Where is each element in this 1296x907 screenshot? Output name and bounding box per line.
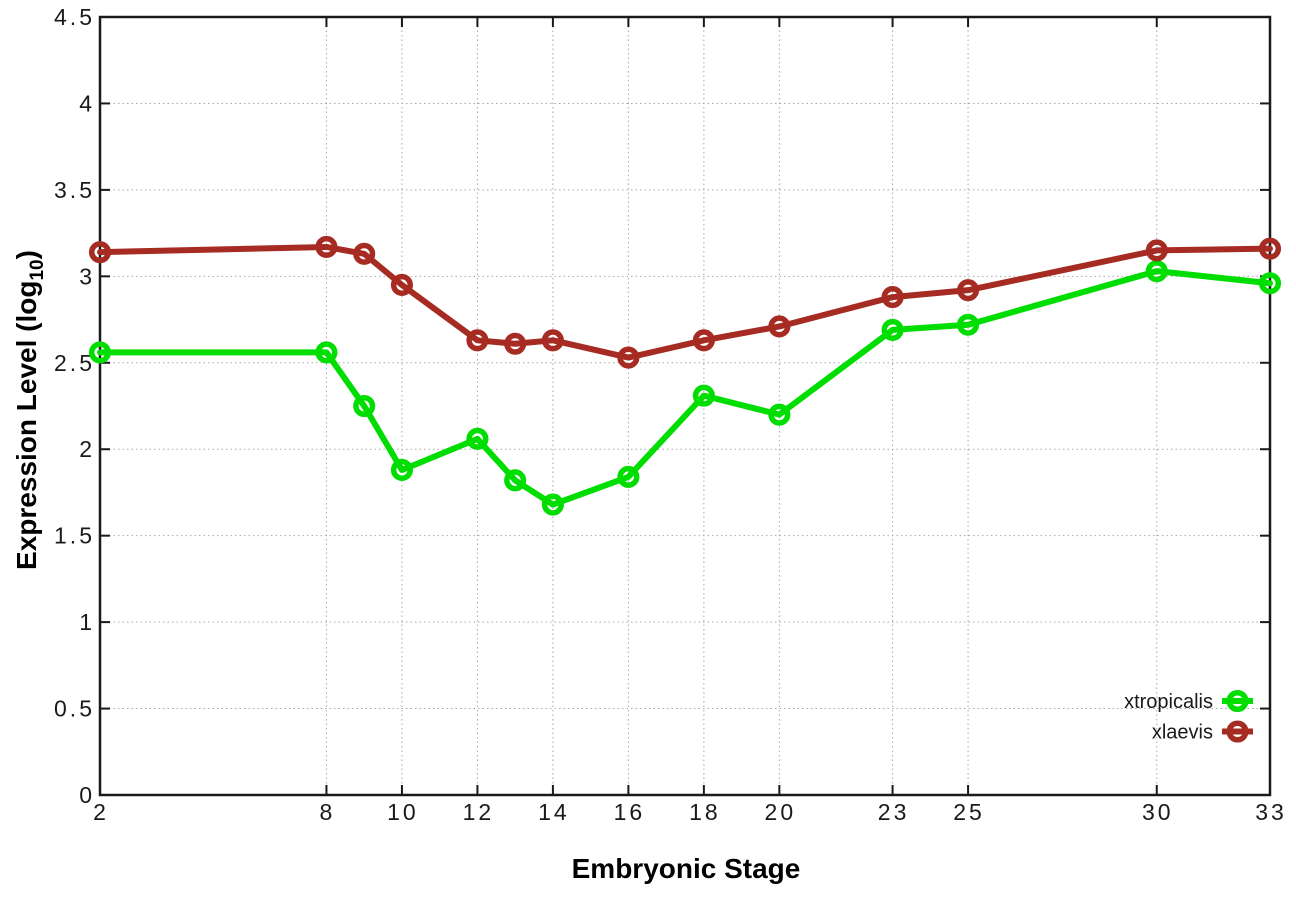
xlaevis-data-point (504, 332, 527, 355)
x-tick-label: 8 (320, 799, 336, 825)
x-tick-label: 33 (1255, 799, 1287, 825)
xtropicalis-data-point (881, 318, 904, 341)
xlaevis-data-point (1258, 237, 1282, 260)
xtropicalis-data-point (617, 465, 640, 488)
legend: xtropicalis xlaevis (1124, 689, 1253, 744)
plot-border (98, 15, 1272, 797)
x-axis-title: Embryonic Stage (572, 853, 801, 884)
xlaevis-data-point (466, 329, 489, 352)
x-tick-label: 2 (93, 799, 109, 825)
y-tick-label: 3 (79, 263, 95, 289)
y-tick-label: 2.5 (54, 350, 95, 376)
x-tick-label: 23 (878, 799, 910, 825)
legend-sample-marker-xlaevis (1226, 720, 1249, 743)
xlaevis-data-point (541, 329, 564, 352)
xlaevis-data-point (88, 241, 112, 264)
xtropicalis-data-point (390, 458, 413, 482)
xlaevis-data-point (768, 315, 791, 338)
y-axis-title: Expression Level (log10) (11, 250, 48, 570)
x-tick-label: 25 (953, 799, 985, 825)
x-tick-label: 12 (463, 799, 495, 825)
y-tick-label: 0.5 (54, 696, 95, 722)
xtropicalis-data-point (353, 394, 376, 418)
x-tick-labels: 2 8 10 12 14 16 18 20 23 25 30 33 (93, 799, 1287, 825)
legend-label-xtropicalis: xtropicalis (1124, 691, 1213, 713)
y-tick-label: 2 (79, 436, 95, 462)
xtropicalis-data-point (504, 469, 527, 492)
y-tick-label: 4.5 (54, 4, 95, 30)
xlaevis-data-point (692, 329, 715, 352)
x-tick-label: 18 (689, 799, 721, 825)
axis-ticks (99, 16, 1271, 796)
xlaevis-data-point (1145, 239, 1168, 262)
x-tick-label: 10 (387, 799, 419, 825)
xtropicalis-data-point (466, 427, 489, 450)
xtropicalis-data-point (957, 313, 980, 336)
gridlines (100, 17, 1270, 795)
xlaevis-data-point (881, 286, 904, 309)
y-tick-label: 3.5 (54, 177, 95, 203)
xtropicalis-data-point (315, 341, 338, 364)
x-tick-label: 14 (538, 799, 570, 825)
series-xtropicalis (88, 260, 1282, 516)
y-tick-label: 1.5 (54, 523, 95, 549)
xtropicalis-data-point (768, 403, 791, 426)
xlaevis-data-point (957, 279, 980, 302)
legend-sample-marker-xtropicalis (1226, 689, 1249, 713)
xtropicalis-data-point (88, 341, 112, 364)
x-tick-label: 16 (614, 799, 646, 825)
xtropicalis-data-point (541, 493, 564, 516)
x-tick-label: 30 (1142, 799, 1174, 825)
y-tick-label: 4 (79, 90, 95, 116)
xtropicalis-line (97, 268, 1273, 508)
series-xlaevis (88, 235, 1282, 369)
xlaevis-data-point (617, 346, 640, 369)
y-tick-label: 0 (79, 782, 95, 808)
y-tick-label: 1 (79, 609, 95, 635)
xtropicalis-data-point (692, 384, 715, 407)
y-tick-labels: 0 0.5 1 1.5 2 2.5 3 3.5 4 4.5 (54, 4, 95, 808)
xtropicalis-data-point (1145, 260, 1168, 283)
xlaevis-data-point (390, 273, 413, 297)
xlaevis-line (97, 243, 1273, 361)
legend-label-xlaevis: xlaevis (1152, 722, 1213, 744)
xtropicalis-data-point (1258, 272, 1282, 295)
x-tick-label: 20 (765, 799, 797, 825)
xlaevis-data-point (315, 235, 338, 258)
xlaevis-data-point (353, 242, 376, 265)
